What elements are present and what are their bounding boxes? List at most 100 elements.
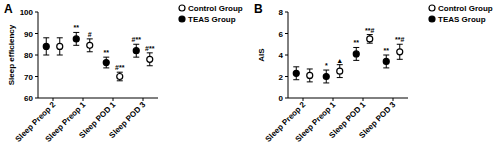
y-tick	[285, 33, 288, 34]
legend-label: TEAS Group	[438, 15, 486, 24]
error-bar	[117, 72, 123, 81]
error-cap	[57, 37, 63, 38]
y-tick-label: 80	[24, 51, 33, 60]
legend-label: TEAS Group	[188, 15, 236, 24]
y-tick	[35, 12, 38, 13]
panel-label: A	[4, 2, 13, 16]
error-cap	[307, 81, 313, 82]
error-bar	[367, 35, 373, 44]
annotation: #**	[145, 45, 155, 52]
error-bar	[353, 47, 359, 60]
point	[43, 43, 49, 49]
error-bar	[103, 57, 109, 68]
y-tick	[35, 55, 38, 56]
error-cap	[323, 82, 329, 83]
point	[293, 70, 299, 76]
error-cap	[43, 55, 49, 56]
error-bar	[337, 65, 343, 78]
error-bar	[73, 32, 79, 45]
y-tick-label: 60	[24, 94, 33, 103]
x-tick	[393, 98, 394, 101]
y-tick	[285, 55, 288, 56]
error-cap	[133, 57, 139, 58]
marks	[43, 32, 153, 80]
error-bar	[307, 69, 313, 82]
error-cap	[323, 70, 329, 71]
y-axis-title: AIS	[257, 48, 266, 62]
panel: A60708090100Sleep efficiencySleep Preop …	[4, 2, 243, 144]
point	[367, 36, 373, 42]
point	[323, 74, 329, 80]
error-cap	[117, 72, 123, 73]
point	[307, 72, 313, 78]
legend-marker	[429, 5, 435, 11]
error-cap	[87, 38, 93, 39]
error-cap	[383, 55, 389, 56]
legend-marker	[179, 5, 185, 11]
error-cap	[147, 52, 153, 53]
point	[57, 43, 63, 49]
error-cap	[57, 55, 63, 56]
point	[103, 60, 109, 66]
annotation: **#	[395, 36, 404, 43]
error-bar	[293, 67, 299, 80]
point	[117, 74, 123, 80]
x-tick	[363, 98, 364, 101]
error-cap	[353, 47, 359, 48]
figure: A60708090100Sleep efficiencySleep Preop …	[0, 0, 500, 152]
annotation: #	[88, 31, 92, 38]
legend-label: Control Group	[438, 4, 493, 13]
error-cap	[43, 37, 49, 38]
y-tick	[35, 98, 38, 99]
y-tick-label: 70	[24, 73, 33, 82]
error-bar	[397, 44, 403, 59]
annotation: #**	[132, 36, 142, 43]
legend-marker	[179, 16, 185, 22]
y-tick-label: 100	[20, 8, 34, 17]
panel: B02468AISSleep Preop 2Sleep Preop 1Sleep…	[254, 2, 493, 144]
annotation: *	[325, 62, 328, 69]
error-cap	[147, 65, 153, 66]
point	[353, 51, 359, 57]
legend-marker	[429, 16, 435, 22]
error-cap	[337, 64, 343, 65]
x-tick	[303, 98, 304, 101]
y-tick-label: 2	[279, 73, 284, 82]
x-axis	[288, 98, 408, 99]
error-cap	[103, 57, 109, 58]
annotation: ▲	[336, 57, 343, 64]
point	[87, 42, 93, 48]
legend-label: Control Group	[188, 4, 243, 13]
annotation: **#	[365, 27, 374, 34]
x-tick	[53, 98, 54, 101]
error-cap	[117, 80, 123, 81]
error-bar	[87, 39, 93, 52]
y-tick	[35, 33, 38, 34]
y-axis-title: Sleep efficiency	[7, 24, 16, 85]
y-tick	[285, 12, 288, 13]
point	[383, 58, 389, 64]
annotation: **	[354, 39, 360, 46]
x-tick	[113, 98, 114, 101]
error-cap	[87, 51, 93, 52]
point	[397, 49, 403, 55]
x-axis	[38, 98, 158, 99]
x-tick-label: Sleep POD 3	[357, 100, 397, 140]
error-cap	[307, 68, 313, 69]
x-tick-label: Sleep POD 3	[107, 100, 147, 140]
error-cap	[73, 32, 79, 33]
panel-label: B	[254, 2, 263, 16]
error-cap	[293, 79, 299, 80]
error-cap	[133, 44, 139, 45]
annotation: **	[74, 24, 80, 31]
y-tick-label: 0	[279, 94, 284, 103]
error-cap	[73, 45, 79, 46]
error-bar	[383, 55, 389, 68]
y-tick	[285, 76, 288, 77]
x-tick	[143, 98, 144, 101]
point	[133, 48, 139, 54]
annotation: #**	[115, 64, 125, 71]
y-tick-label: 8	[279, 8, 284, 17]
error-cap	[337, 77, 343, 78]
point	[337, 68, 343, 74]
